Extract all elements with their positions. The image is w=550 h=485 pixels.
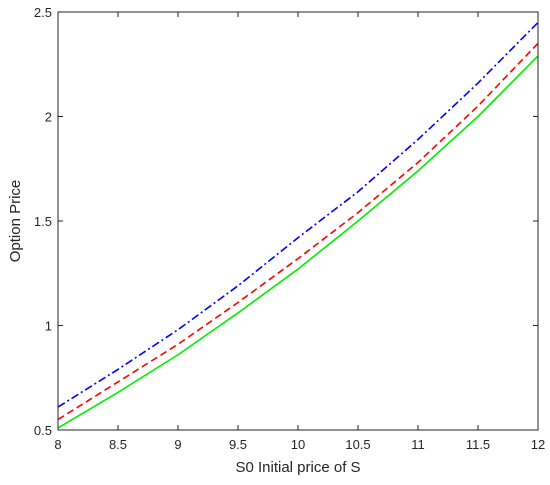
- x-axis-label: S0 Initial price of S: [235, 459, 360, 476]
- y-tick-label-0: 0.5: [34, 423, 52, 438]
- x-tick-label-2: 9: [174, 437, 181, 452]
- y-tick-label-2: 1.5: [34, 214, 52, 229]
- series-line-1: [57, 21, 539, 408]
- x-tick-label-4: 10: [291, 437, 305, 452]
- y-tick-label-1: 1: [45, 319, 52, 334]
- series-layer: [57, 21, 539, 429]
- x-tick-label-6: 11: [411, 437, 425, 452]
- x-tick-label-5: 10.5: [345, 437, 370, 452]
- series-line-3: [57, 55, 539, 429]
- x-tick-label-8: 12: [531, 437, 545, 452]
- y-tick-label-3: 2: [45, 110, 52, 125]
- x-tick-label-1: 8.5: [109, 437, 127, 452]
- series-line-2: [57, 42, 539, 421]
- y-tick-label-4: 2.5: [34, 5, 52, 20]
- ticks-layer: 8 8.5 9 9.5 10 10.5 11 11.5 120.511.522.5: [34, 5, 545, 452]
- plot-frame: [57, 11, 539, 431]
- y-axis-label: Option Price: [7, 180, 24, 263]
- x-tick-label-7: 11.5: [466, 437, 490, 452]
- x-tick-label-0: 8: [54, 437, 61, 452]
- x-tick-label-3: 9.5: [229, 437, 247, 452]
